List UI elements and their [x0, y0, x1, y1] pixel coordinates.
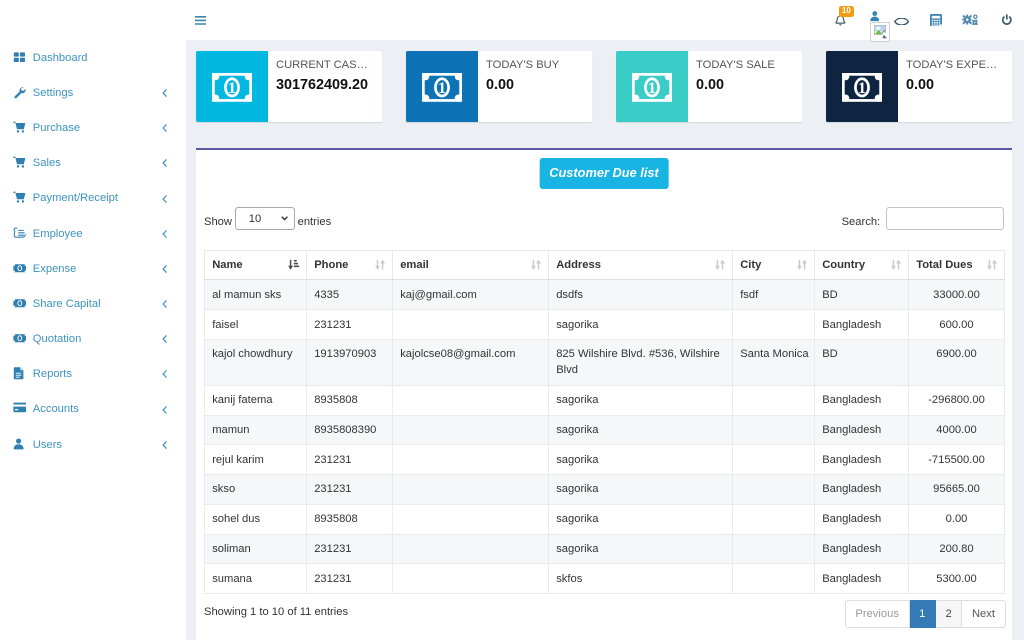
- svg-text:1: 1: [648, 80, 656, 97]
- svg-text:1: 1: [438, 80, 446, 97]
- svg-text:1: 1: [228, 80, 236, 97]
- svg-text:1: 1: [858, 80, 866, 97]
